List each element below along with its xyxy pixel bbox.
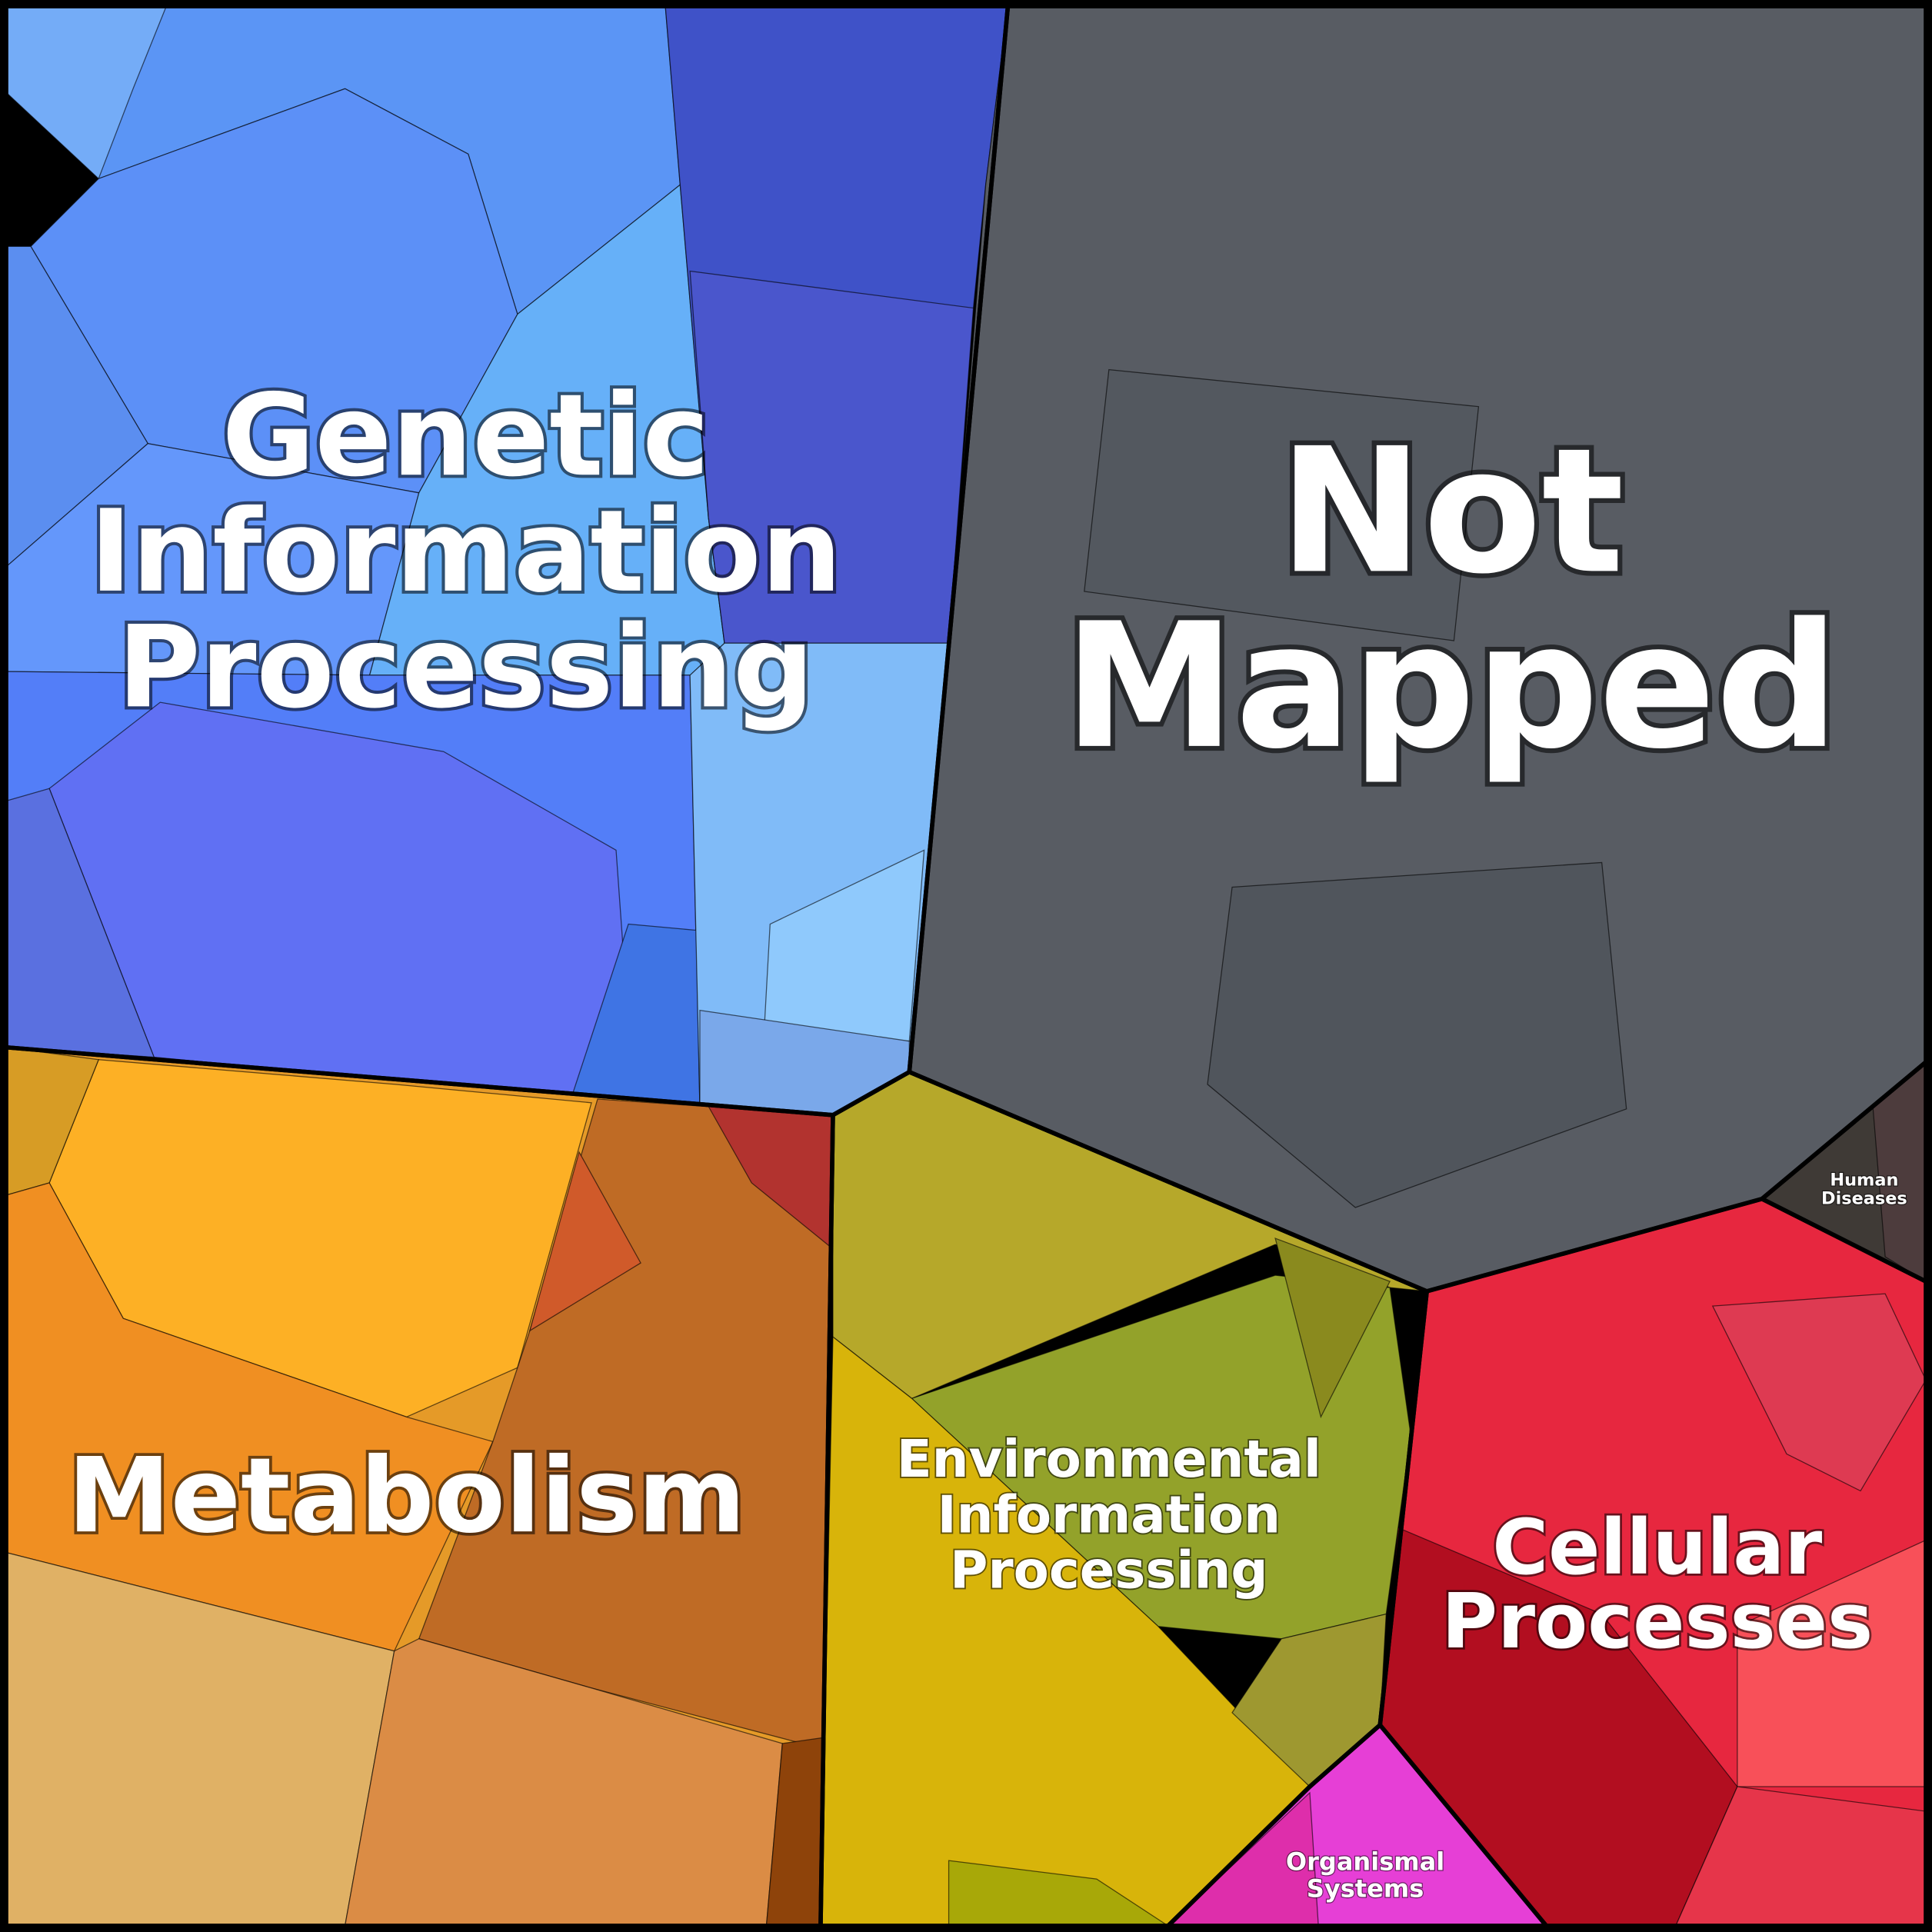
region-label: Processing bbox=[950, 1540, 1267, 1600]
cell bbox=[1274, 1237, 1391, 1419]
region-label: Information bbox=[938, 1484, 1281, 1544]
cell bbox=[528, 1151, 641, 1332]
region-label: Human bbox=[1830, 1170, 1898, 1190]
cell bbox=[1207, 861, 1627, 1208]
region-label: Not bbox=[1279, 411, 1624, 611]
cell bbox=[1711, 1293, 1927, 1492]
cell bbox=[1084, 368, 1480, 641]
region-label: Processing bbox=[118, 601, 814, 733]
region-label: Genetic bbox=[222, 369, 710, 501]
region-label: Processes bbox=[1441, 1577, 1873, 1666]
region-label: Environmental bbox=[897, 1429, 1321, 1489]
region-label: Diseases bbox=[1821, 1188, 1907, 1208]
region-label: Metabolism bbox=[68, 1435, 746, 1556]
cells bbox=[5, 5, 1927, 1927]
region-label: Mapped bbox=[1064, 586, 1839, 787]
region-label: Cellular bbox=[1492, 1504, 1822, 1592]
region-label: Information bbox=[90, 485, 842, 618]
region-label: Organismal bbox=[1286, 1847, 1444, 1876]
labels: GeneticInformationProcessingNotMappedHum… bbox=[65, 366, 1908, 1904]
region-label: Systems bbox=[1307, 1874, 1424, 1904]
